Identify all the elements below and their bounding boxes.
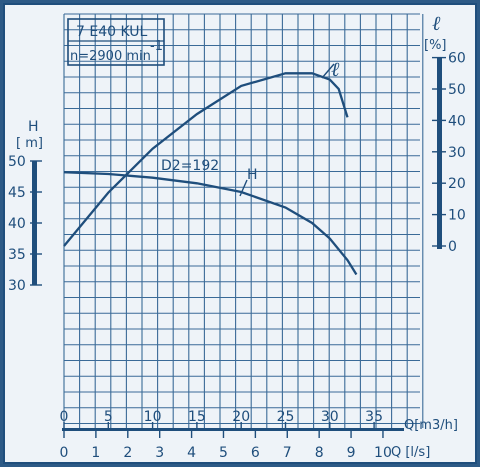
q-ls-tick-label: 3 <box>155 445 164 461</box>
series-line-efficiency <box>63 72 349 247</box>
eff-tick-label: 50 <box>448 82 466 98</box>
q-m3h-label: Q[m3/h] <box>404 418 458 433</box>
q-ls-tick-label: 10 <box>374 445 392 461</box>
q-m3h-tick-label: 20 <box>232 409 250 425</box>
speed-label: n=2900 min <box>70 49 151 64</box>
eff-tick-label: 30 <box>448 145 466 161</box>
model-label: 7 E40 KUL <box>76 24 148 40</box>
eff-axis-symbol: ℓ <box>432 11 441 35</box>
header-box <box>67 18 165 66</box>
head-label-leader <box>239 179 248 197</box>
q-ls-tick-label: 7 <box>283 445 292 461</box>
eff-curve-label: ℓ <box>331 57 340 81</box>
q-ls-ticks: 0 1 2 3 4 5 6 7 8 9 10 <box>60 430 392 461</box>
q-ls-tick-label: 2 <box>123 445 132 461</box>
q-ls-tick-label: 0 <box>60 445 69 461</box>
q-m3h-ticks: 0 5 10 15 20 25 30 35 <box>60 409 383 430</box>
series-line-head <box>63 171 358 276</box>
eff-tick-label: 40 <box>448 113 466 129</box>
eff-tick-label: 20 <box>448 176 466 192</box>
eff-axis-ticks: 60 50 40 30 20 10 0 <box>432 51 466 255</box>
q-m3h-tick-label: 35 <box>365 409 383 425</box>
q-m3h-tick-label: 5 <box>104 409 113 425</box>
head-curve-label: H <box>247 167 258 183</box>
q-ls-tick-label: 9 <box>347 445 356 461</box>
paper <box>3 3 477 464</box>
h-tick-label: 30 <box>8 278 26 294</box>
q-m3h-tick-label: 0 <box>60 409 69 425</box>
eff-tick-label: 10 <box>448 208 466 224</box>
eff-axis-bar <box>437 57 442 249</box>
eff-tick-label: 60 <box>448 51 466 67</box>
h-axis-ticks: 50 45 40 35 30 <box>8 154 42 294</box>
q-m3h-tick-label: 25 <box>277 409 295 425</box>
eff-label-leader <box>321 63 335 79</box>
q-axis-line <box>62 428 404 431</box>
impeller-label: D2=192 <box>161 158 219 174</box>
q-ls-label: Q [l/s] <box>391 445 430 460</box>
q-ls-tick-label: 6 <box>251 445 260 461</box>
h-axis-symbol: H <box>28 119 39 135</box>
q-ls-tick-label: 1 <box>91 445 100 461</box>
q-m3h-tick-label: 10 <box>144 409 162 425</box>
q-ls-tick-label: 8 <box>315 445 324 461</box>
h-tick-label: 40 <box>8 216 26 232</box>
q-ls-tick-label: 4 <box>187 445 196 461</box>
q-ls-tick-label: 5 <box>219 445 228 461</box>
q-m3h-tick-label: 15 <box>188 409 206 425</box>
eff-axis-unit: [%] <box>424 38 447 53</box>
grid <box>63 13 424 428</box>
eff-tick-label: 0 <box>448 239 457 255</box>
speed-exponent: -1 <box>150 39 163 54</box>
h-tick-label: 50 <box>8 154 26 170</box>
q-m3h-tick-label: 30 <box>321 409 339 425</box>
h-tick-label: 45 <box>8 185 26 201</box>
h-axis-unit: [ m] <box>16 136 43 151</box>
h-tick-label: 35 <box>8 247 26 263</box>
